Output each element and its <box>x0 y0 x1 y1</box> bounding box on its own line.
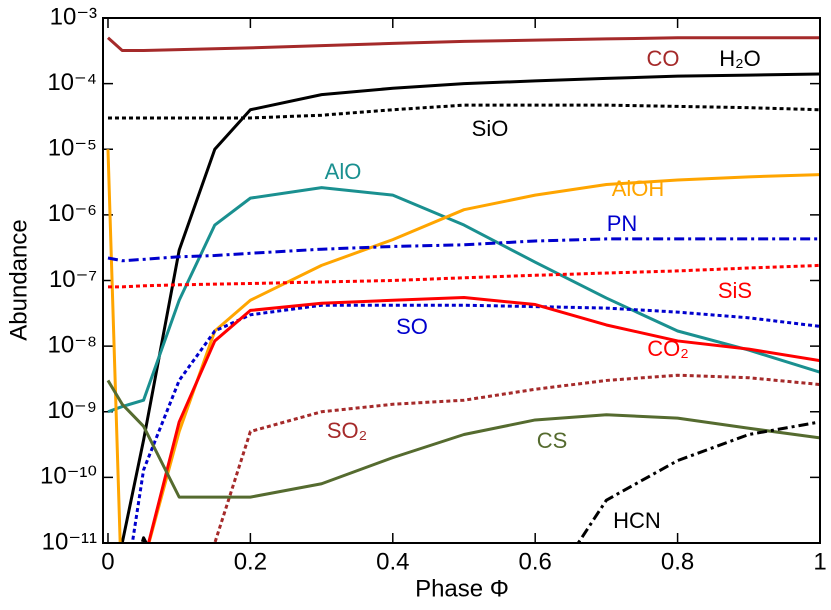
series-line <box>213 373 820 543</box>
y-tick-label: 10⁻⁵ <box>48 135 97 162</box>
series-label: H₂O <box>719 46 761 71</box>
x-tick-label: 0 <box>101 548 114 575</box>
plot-frame <box>102 17 821 544</box>
series-label: SiS <box>718 278 752 303</box>
series-line <box>106 379 820 499</box>
series-label: PN <box>607 211 638 236</box>
x-axis-label: Phase Φ <box>415 575 509 602</box>
y-tick-label: 10⁻⁶ <box>48 200 97 227</box>
series-line <box>107 103 820 120</box>
y-axis-label: Abundance <box>5 219 32 340</box>
y-tick-label: 10⁻⁹ <box>47 397 97 424</box>
series-line <box>106 36 820 52</box>
series-label: AlOH <box>612 176 665 201</box>
y-tick-label: 10⁻¹¹ <box>42 528 97 555</box>
series-label: CO <box>647 46 680 71</box>
series-line <box>107 186 820 414</box>
plot-area <box>106 36 820 543</box>
y-tick-label: 10⁻¹⁰ <box>40 463 97 490</box>
series-label: HCN <box>613 508 661 533</box>
y-tick-label: 10⁻⁷ <box>49 266 97 293</box>
series-label: SiO <box>472 116 509 141</box>
x-tick-label: 0.4 <box>376 548 409 575</box>
series-label: CS <box>537 428 568 453</box>
x-tick-label: 0.8 <box>661 548 694 575</box>
series-line <box>147 296 820 543</box>
x-tick-label: 0.2 <box>234 548 267 575</box>
series-line <box>107 237 820 263</box>
x-tick-label: 1 <box>813 548 826 575</box>
series-label: SO <box>396 314 428 339</box>
series-label: CO₂ <box>647 336 689 361</box>
series-label: AlO <box>325 159 362 184</box>
series-line <box>130 303 820 543</box>
y-tick-label: 10⁻⁸ <box>48 331 98 358</box>
y-tick-label: 10⁻³ <box>50 3 97 30</box>
series-line <box>140 420 820 543</box>
series-label: SO₂ <box>327 418 367 443</box>
series-line <box>120 72 820 543</box>
y-tick-label: 10⁻⁴ <box>47 69 97 96</box>
series-line <box>107 263 820 289</box>
x-tick-label: 0.6 <box>519 548 552 575</box>
